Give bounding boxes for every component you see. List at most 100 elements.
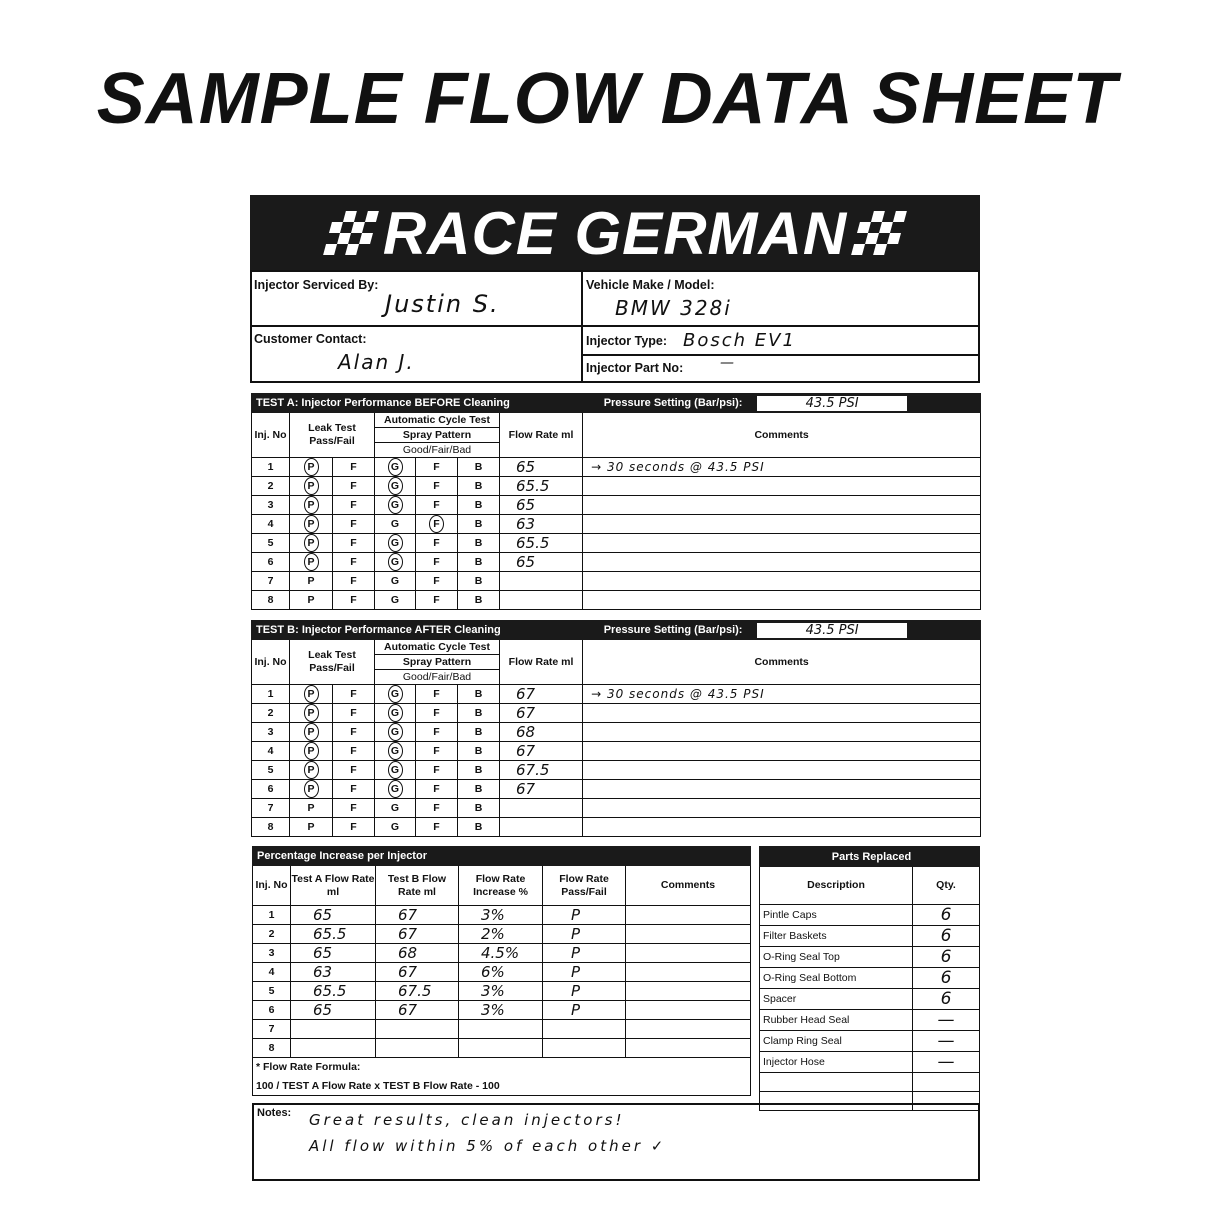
flow-rate-value [498,817,584,837]
spray-fair-option[interactable]: F [415,552,458,572]
leak-pass-option[interactable]: P [289,760,333,780]
spray-fair-option[interactable]: F [415,684,458,704]
leak-fail-option[interactable]: F [332,495,375,515]
part-description: Filter Baskets [759,925,913,947]
percentage-table: Percentage Increase per Injector Inj. No T… [251,846,752,1096]
spray-good-option[interactable]: G [374,760,416,780]
spray-bad-option[interactable]: B [457,760,500,780]
comment [624,962,752,982]
spray-bad-option[interactable]: B [457,495,500,515]
leak-fail-option[interactable]: F [332,552,375,572]
spray-fair-option[interactable]: F [415,760,458,780]
part-description: Spacer [759,988,913,1010]
spray-fair-option[interactable]: F [415,798,458,818]
spray-bad-option[interactable]: B [457,571,500,591]
brand-name: RACE GERMAN [382,199,848,267]
leak-pass-option[interactable]: P [289,514,333,534]
leak-fail-option[interactable]: F [332,533,375,553]
spray-bad-option[interactable]: B [457,722,500,742]
comment [624,924,752,944]
leak-pass-option[interactable]: P [289,684,333,704]
leak-fail-option[interactable]: F [332,722,375,742]
spray-bad-option[interactable]: B [457,476,500,496]
spray-good-option[interactable]: G [374,741,416,761]
spray-fair-option[interactable]: F [415,703,458,723]
leak-pass-option[interactable]: P [289,533,333,553]
spray-good-option[interactable]: G [374,495,416,515]
spray-fair-option[interactable]: F [415,495,458,515]
leak-pass-option[interactable]: P [289,590,333,610]
leak-pass-option[interactable]: P [289,495,333,515]
serviced-by-label: Injector Serviced By: [254,278,379,292]
spray-good-option[interactable]: G [374,571,416,591]
spray-bad-option[interactable]: B [457,741,500,761]
spray-bad-option[interactable]: B [457,703,500,723]
part-description: Injector Hose [759,1051,913,1073]
percentage-title: Percentage Increase per Injector [251,846,752,866]
spray-fair-option[interactable]: F [415,779,458,799]
spray-good-option[interactable]: G [374,533,416,553]
leak-pass-option[interactable]: P [289,457,333,477]
leak-fail-option[interactable]: F [332,703,375,723]
leak-pass-option[interactable]: P [289,571,333,591]
leak-pass-option[interactable]: P [289,552,333,572]
spray-fair-option[interactable]: F [415,722,458,742]
spray-fair-option[interactable]: F [415,514,458,534]
leak-pass-option[interactable]: P [289,741,333,761]
leak-pass-option[interactable]: P [289,779,333,799]
spray-fair-option[interactable]: F [415,457,458,477]
spray-bad-option[interactable]: B [457,457,500,477]
spray-good-option[interactable]: G [374,779,416,799]
spray-bad-option[interactable]: B [457,798,500,818]
leak-fail-option[interactable]: F [332,798,375,818]
spray-bad-option[interactable]: B [457,590,500,610]
spray-bad-option[interactable]: B [457,533,500,553]
leak-fail-option[interactable]: F [332,457,375,477]
part-description: Pintle Caps [759,904,913,926]
spray-fair-option[interactable]: F [415,476,458,496]
spray-fair-option[interactable]: F [415,590,458,610]
comment [624,943,752,963]
inj-no: 1 [252,905,291,925]
spray-good-option[interactable]: G [374,514,416,534]
leak-fail-option[interactable]: F [332,741,375,761]
leak-fail-option[interactable]: F [332,571,375,591]
spray-good-option[interactable]: G [374,590,416,610]
spray-good-option[interactable]: G [374,722,416,742]
spray-bad-option[interactable]: B [457,514,500,534]
spray-bad-option[interactable]: B [457,817,500,837]
leak-fail-option[interactable]: F [332,817,375,837]
leak-fail-option[interactable]: F [332,514,375,534]
leak-pass-option[interactable]: P [289,703,333,723]
leak-pass-option[interactable]: P [289,476,333,496]
leak-fail-option[interactable]: F [332,590,375,610]
leak-fail-option[interactable]: F [332,779,375,799]
spray-good-option[interactable]: G [374,552,416,572]
spray-bad-option[interactable]: B [457,779,500,799]
leak-pass-option[interactable]: P [289,817,333,837]
spray-good-option[interactable]: G [374,476,416,496]
spray-good-option[interactable]: G [374,817,416,837]
flow-pass-fail: P [542,924,626,944]
spray-fair-option[interactable]: F [415,571,458,591]
spray-fair-option[interactable]: F [415,741,458,761]
spray-bad-option[interactable]: B [457,552,500,572]
pressure-value: 43.5 PSI [757,395,908,411]
spray-good-option[interactable]: G [374,798,416,818]
leak-fail-option[interactable]: F [332,476,375,496]
spray-good-option[interactable]: G [374,703,416,723]
vehicle-label: Vehicle Make / Model: [586,278,715,292]
spray-good-option[interactable]: G [374,684,416,704]
spray-fair-option[interactable]: F [415,817,458,837]
flow-rate-value [498,571,584,591]
leak-pass-option[interactable]: P [289,798,333,818]
spray-good-option[interactable]: G [374,457,416,477]
leak-fail-option[interactable]: F [332,760,375,780]
leak-fail-option[interactable]: F [332,684,375,704]
flow-increase [458,1038,543,1058]
part-qty: 6 [911,988,981,1010]
spray-bad-option[interactable]: B [457,684,500,704]
leak-pass-option[interactable]: P [289,722,333,742]
spray-fair-option[interactable]: F [415,533,458,553]
